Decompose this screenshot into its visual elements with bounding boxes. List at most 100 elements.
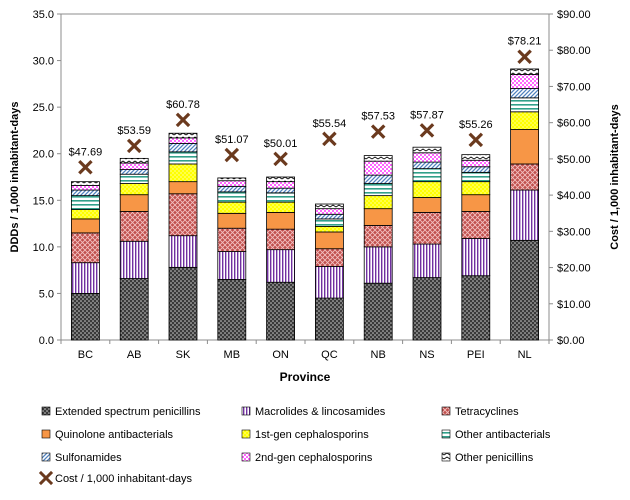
cost-label: $51.07 [215,134,249,146]
left-tick-label: 0.0 [39,335,54,347]
bar-segment [168,181,198,195]
bar-segment [217,227,247,252]
bar-segment [363,246,393,284]
bars [71,68,540,341]
bar-segment [71,189,100,197]
cost-label: $55.54 [313,118,347,130]
bar-segment [266,192,296,203]
bar-segment [412,197,442,213]
bar-segment [266,201,296,213]
bar-segment [461,238,491,277]
cost-marker-x [224,147,240,163]
stacked-bar [314,203,344,341]
bar-segment [314,203,344,210]
bar-segment [461,159,491,168]
legend-swatch [441,452,451,462]
bar-segment [71,195,100,210]
cost-marker-x [322,131,337,147]
legend-item: 1st-gen cephalosporins [241,429,369,441]
bar-segment [314,231,344,250]
bar-segment [71,232,100,264]
legend-label: Cost / 1,000 inhabitant-days [55,473,192,485]
bar-segment [412,277,442,341]
bar-segment [412,152,442,163]
left-tick-label: 25.0 [33,102,54,114]
stacked-bar [461,154,491,341]
x-tick-label: QC [321,349,338,361]
bar-segment [412,211,442,245]
legend-swatch [41,429,51,439]
cost-label: $60.78 [166,99,200,111]
bar-segment [461,171,491,183]
cost-label: $57.87 [410,109,444,121]
cost-marker-x [517,49,532,64]
x-tick-label: NS [419,349,434,361]
bar-segment [71,209,100,220]
cost-marker-x [126,138,142,154]
axes: 0.0 5.0 10.0 15.0 20.0 25.0 30.0 35.0 $0.00 $10.0… [9,9,621,384]
bar-segment [314,266,344,299]
right-tick-label: $30.00 [557,226,591,238]
x-tick-label: ON [272,349,289,361]
bar-segment [314,225,344,233]
cost-marker-x [78,159,93,175]
bar-segment [71,293,100,341]
legend-swatch [41,452,51,462]
cost-marker [78,159,93,175]
legend-item: Other penicillins [441,452,534,464]
bar-segment [412,243,442,278]
cost-markers: $47.69 $53.59 $60.78 $51.07 $50.01 $55.54 $57.… [69,36,542,175]
bar-segment [314,297,344,341]
bar-segment [168,266,198,341]
x-tick-label: BC [78,349,93,361]
left-tick-label: 35.0 [33,9,54,21]
left-tick-label: 10.0 [33,242,54,254]
x-axis-title: Province [280,370,331,384]
y-axis-right-title: Cost / 1,000 inhabitant-days [609,104,621,249]
stacked-bar [510,68,540,341]
cost-marker-x [468,132,484,148]
bar-segment [363,160,393,176]
bar-segment [510,189,540,241]
bar-segment [168,163,198,183]
bar-segment [217,279,247,341]
bar-segment [510,68,540,75]
cost-marker [322,131,337,147]
bar-segment [266,211,296,230]
bar-segment [363,174,393,184]
bar-segment [168,235,198,268]
bar-segment [217,212,247,229]
bar-segment [510,88,540,99]
right-tick-label: $80.00 [557,45,591,57]
bar-segment [510,129,540,165]
bar-segment [266,228,296,251]
y-axis-left-title: DDDs / 1,000 inhabitant-days [9,102,21,253]
bar-segment [266,187,296,194]
cost-marker [468,132,484,148]
bar-segment [412,161,442,170]
cost-marker [175,112,191,128]
right-tick-label: $10.00 [557,299,591,311]
bar-segment [412,168,442,183]
cost-label: $47.69 [69,146,103,158]
stacked-bar [363,155,393,341]
cost-marker-x [370,124,386,139]
cost-label: $55.26 [459,119,493,131]
right-tick-label: $20.00 [557,263,591,275]
bar-segment [71,262,100,294]
bar-segment [461,166,491,173]
right-tick-label: $0.00 [557,335,585,347]
x-tick-label: AB [127,349,142,361]
right-tick-label: $40.00 [557,190,591,202]
stacked-bar [412,146,442,341]
bar-segment [217,185,247,193]
cost-label: $78.21 [508,36,542,48]
bar-segment [217,177,247,182]
bar-segment [119,240,149,279]
bar-segment [71,218,100,234]
legend: Extended spectrum penicillins Macrolides … [38,406,551,486]
cost-marker [419,123,435,138]
right-tick-label: $90.00 [557,9,591,21]
legend-label: Sulfonamides [55,452,122,464]
